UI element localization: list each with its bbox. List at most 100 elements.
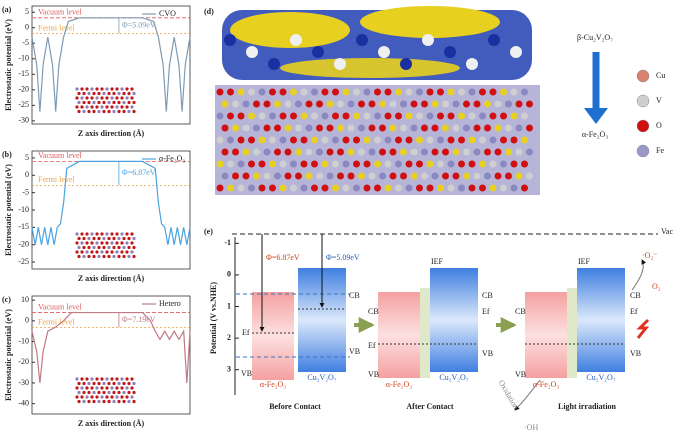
inset-atom (100, 87, 104, 91)
atom (216, 88, 224, 96)
arrow-head (584, 108, 608, 124)
atom (489, 88, 497, 96)
render-blob (360, 6, 500, 38)
atom (505, 172, 512, 180)
inset-atom (120, 232, 124, 236)
atom (426, 184, 434, 192)
x-axis-label: Z axis direction (Å) (78, 129, 145, 138)
atom (437, 160, 444, 168)
inset-atom (95, 232, 99, 236)
atom (368, 100, 376, 108)
reference-label: Fermi level (38, 317, 75, 326)
inset-atom (130, 96, 134, 100)
atom (347, 148, 355, 156)
inset-atom (87, 91, 91, 96)
material-label: α-Fe₂O₃ (260, 380, 286, 389)
atom (321, 136, 329, 144)
inset-atom (77, 390, 81, 395)
atom (521, 184, 528, 192)
atom (242, 124, 250, 132)
atom (510, 136, 518, 144)
atom (400, 148, 407, 156)
atom (347, 172, 355, 180)
reference-label: Fermi level (38, 175, 75, 184)
atom (526, 100, 533, 108)
atom (311, 136, 318, 144)
inset-atom (105, 250, 109, 254)
inset-atom (80, 241, 84, 245)
inset-atom (127, 254, 131, 259)
atom (227, 136, 234, 144)
legend-label: O (656, 121, 662, 130)
y-axis-label: Potential (V vs.NHE) (209, 282, 218, 354)
material-label: α-Fe₂O₃ (533, 380, 559, 389)
atom (321, 112, 329, 120)
inset-atom (110, 386, 114, 390)
atom (332, 184, 339, 192)
atom (400, 124, 407, 132)
inset-atom (80, 395, 84, 399)
inset-atom (85, 377, 89, 381)
line-series (31, 160, 191, 245)
inset-atom (87, 254, 91, 259)
atom (400, 100, 407, 108)
work-function: Φ=6.87eV (266, 253, 300, 262)
y-tick-label: -25 (18, 257, 29, 266)
inset-atom (120, 395, 124, 399)
legend-label: Cu (656, 71, 665, 80)
inset-atom (100, 395, 104, 399)
y-tick-label: -10 (18, 336, 29, 345)
plot-frame (31, 295, 191, 415)
inset-atom (95, 87, 99, 91)
atom (384, 88, 392, 96)
work-function: Φ=5.09eV (326, 253, 360, 262)
atom (526, 172, 533, 180)
inset-atom (82, 91, 86, 96)
inset-atom (115, 232, 119, 236)
atom (458, 160, 465, 168)
inset-atom (127, 109, 131, 114)
inset-atom (132, 390, 136, 395)
inset-atom (92, 245, 96, 250)
atom (342, 88, 350, 96)
x-axis-label: Z axis direction (Å) (78, 274, 145, 283)
inset-atom (75, 105, 79, 109)
atom (300, 136, 308, 144)
inset-atom (110, 241, 114, 245)
atom (379, 172, 386, 180)
inset-atom (77, 236, 81, 241)
y-tick-label: -30 (18, 116, 29, 125)
atom (431, 148, 439, 156)
legend-swatch (636, 69, 650, 83)
inset-atom (105, 232, 109, 236)
atom (473, 100, 481, 108)
inset-atom (112, 109, 116, 114)
inset-atom (82, 245, 86, 250)
vb-label: VB (349, 347, 360, 356)
atom (526, 124, 533, 132)
inset-atom (90, 241, 94, 245)
inset-atom (122, 399, 126, 404)
inset-atom (115, 386, 119, 390)
atom (494, 100, 502, 108)
inset-atom (90, 105, 94, 109)
legend-swatch (636, 94, 650, 108)
atom (274, 148, 281, 156)
legend-label: V (656, 96, 662, 105)
inset-atom (132, 100, 136, 105)
inset-atom (87, 100, 91, 105)
atom (368, 172, 376, 180)
atom (227, 160, 234, 168)
inset-atom (92, 390, 96, 395)
inset-atom (105, 87, 109, 91)
fe2o3-block (525, 292, 567, 378)
inset-atom (87, 399, 91, 404)
panel-label: (b) (2, 150, 12, 159)
atom (274, 100, 281, 108)
atom (479, 88, 486, 96)
atom (442, 172, 449, 180)
inset-atom (112, 381, 116, 386)
inset-atom (122, 245, 126, 250)
inset-atom (130, 232, 134, 236)
